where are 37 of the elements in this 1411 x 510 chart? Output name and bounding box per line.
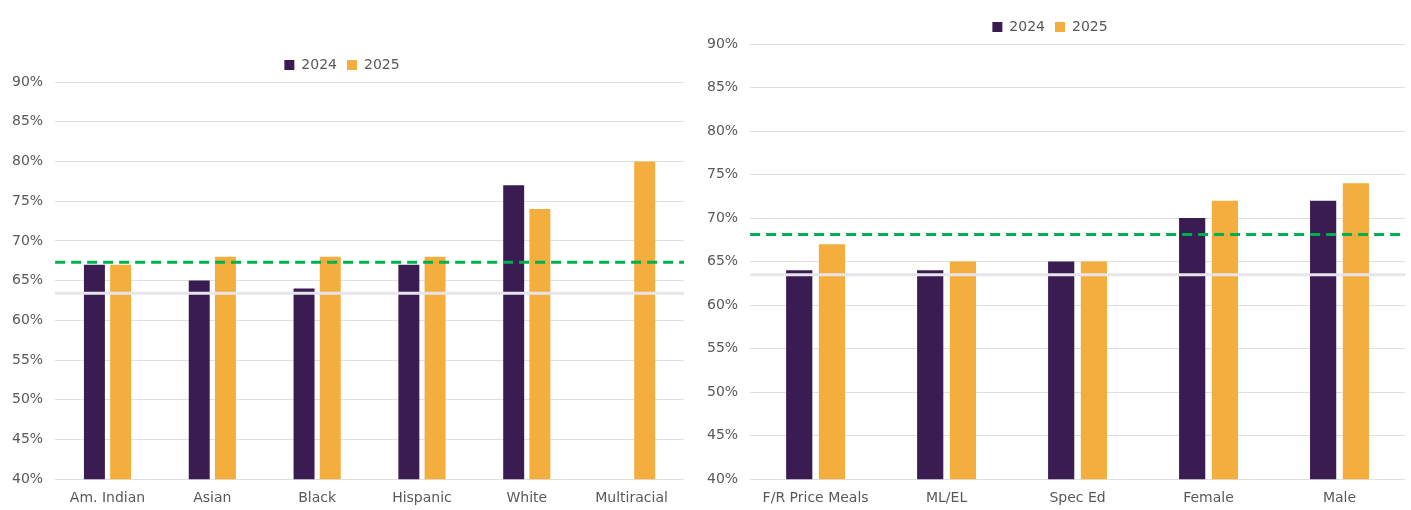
x-tick-label: Asian (193, 489, 232, 506)
y-tick-label: 40% (706, 469, 739, 486)
legend-label: 2025 (364, 55, 400, 72)
x-tick-label: Hispanic (392, 489, 452, 506)
y-tick-label: 70% (11, 231, 44, 248)
y-tick-label: 50% (11, 390, 44, 407)
x-tick-label: Female (1183, 489, 1234, 506)
x-tick-label: White (506, 489, 548, 506)
x-tick-label: Spec Ed (1049, 489, 1106, 506)
x-tick-label: Male (1322, 489, 1357, 506)
y-tick-label: 70% (706, 208, 739, 225)
x-tick-label: F/R Price Meals (762, 489, 869, 506)
y-tick-label: 45% (706, 426, 739, 443)
y-tick-label: 55% (706, 339, 739, 356)
y-tick-label: 80% (706, 121, 739, 138)
x-tick-label: Am. Indian (69, 489, 146, 506)
y-tick-label: 40% (11, 469, 44, 486)
y-tick-label: 75% (706, 165, 739, 182)
y-tick-label: 75% (11, 191, 44, 208)
y-tick-label: 60% (11, 310, 44, 327)
y-tick-label: 80% (11, 152, 44, 169)
y-tick-label: 90% (706, 34, 739, 51)
x-tick-label: Multiracial (595, 489, 668, 506)
legend-label: 2024 (301, 55, 338, 72)
y-tick-label: 45% (11, 430, 44, 447)
x-tick-label: Black (298, 489, 337, 506)
y-tick-label: 55% (11, 350, 44, 367)
legend-label: 2025 (1072, 17, 1108, 34)
y-tick-label: 90% (11, 72, 44, 89)
y-tick-label: 60% (706, 295, 739, 312)
legend-label: 2024 (1009, 17, 1046, 34)
y-tick-label: 85% (11, 112, 44, 129)
y-tick-label: 50% (706, 382, 739, 399)
y-tick-label: 85% (706, 78, 739, 95)
x-tick-label: ML/EL (925, 489, 968, 506)
y-tick-label: 65% (706, 252, 739, 269)
y-tick-label: 65% (11, 271, 44, 288)
